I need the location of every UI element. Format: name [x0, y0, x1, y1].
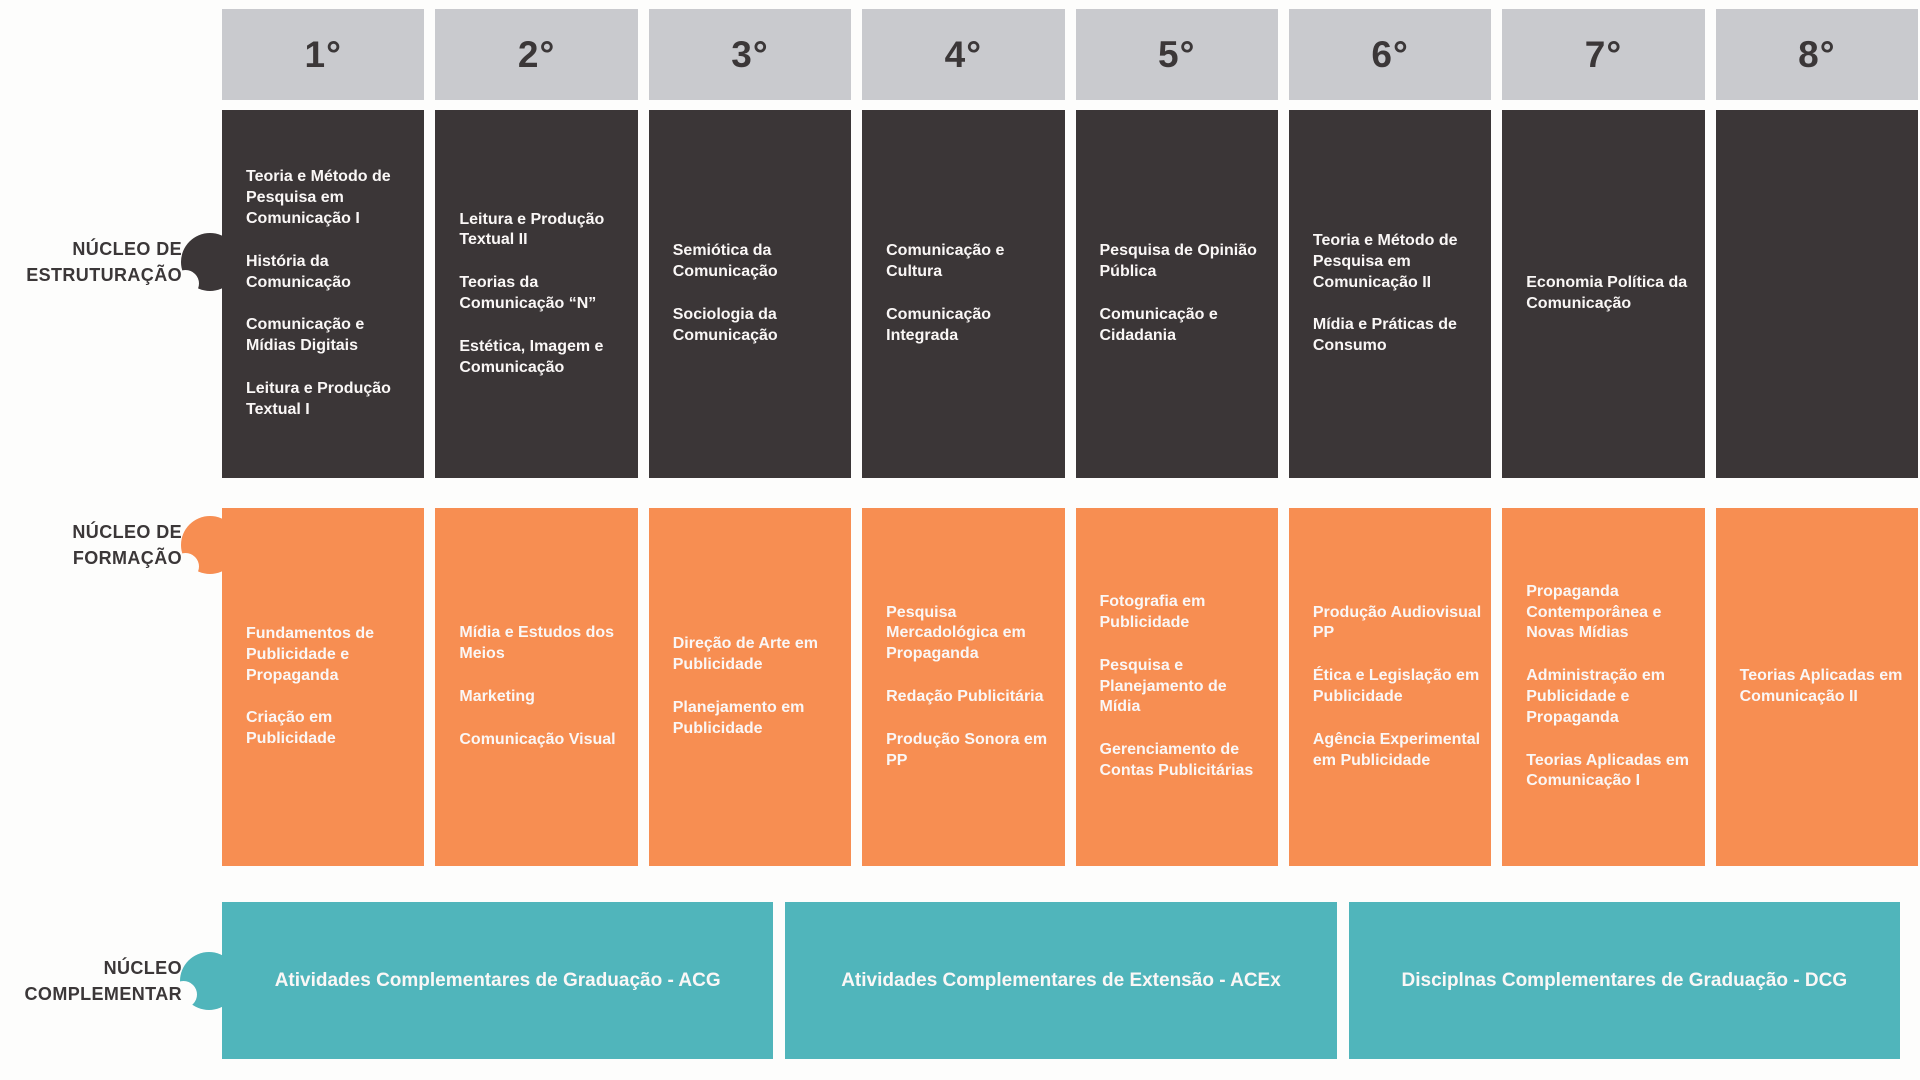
semester-header-2: 2°	[435, 9, 638, 100]
course-item: Fundamentos de Publicidade e Propaganda	[246, 625, 375, 684]
complementary-block-dcg: Disciplnas Complementares de Graduação -…	[1348, 902, 1900, 1059]
semester-header-8: 8°	[1715, 9, 1918, 100]
course-item: Produção Audiovisual PP	[1312, 603, 1482, 642]
formation-cell-3: Direção de Arte em Publicidade Planejame…	[648, 508, 852, 866]
structuring-cell-5: Pesquisa de Opinião Pública Comunicação …	[1075, 110, 1278, 478]
formation-cell-2: Mídia e Estudos dos Meios Marketing Comu…	[435, 508, 638, 866]
course-item: Pesquisa de Opinião Pública	[1099, 242, 1257, 281]
course-item: Comunicação Visual	[459, 730, 616, 748]
row-label-formation: NÚCLEO DE FORMAÇÃO	[0, 519, 182, 571]
puzzle-tab-notch	[172, 270, 199, 297]
course-item: Teorias Aplicadas em Comunicação I	[1526, 751, 1689, 790]
semester-header-3: 3°	[648, 9, 852, 100]
course-item: Comunicação Integrada	[886, 306, 992, 344]
course-item: Pesquisa e Planejamento de Mídia	[1099, 656, 1227, 716]
structuring-cell-4: Comunicação e Cultura Comunicação Integr…	[862, 110, 1065, 478]
course-item: Gerenciamento de Contas Publicitárias	[1099, 741, 1254, 779]
complementary-block-acg: Atividades Complementares de Graduação -…	[222, 902, 774, 1059]
course-item: Planejamento em Publicidade	[672, 699, 805, 737]
semester-header-row: 1° 2° 3° 4° 5° 6° 7° 8°	[222, 9, 1918, 100]
course-item: Administração em Publicidade e Propagand…	[1526, 667, 1665, 726]
course-item: Marketing	[459, 688, 535, 705]
course-item: Teorias Aplicadas em Comunicação II	[1739, 667, 1903, 705]
structuring-cell-1: Teoria e Método de Pesquisa em Comunicaç…	[222, 110, 425, 478]
row-label-complementary: NÚCLEO COMPLEMENTAR	[0, 955, 182, 1007]
row-label-line: ESTRUTURAÇÃO	[26, 265, 182, 285]
course-item: Propaganda Contemporânea e Novas Mídias	[1526, 582, 1662, 642]
row-label-structuring: NÚCLEO DE ESTRUTURAÇÃO	[0, 236, 182, 288]
course-item: Teoria e Método de Pesquisa em Comunicaç…	[246, 168, 391, 227]
course-item: Sociologia da Comunicação	[672, 306, 778, 344]
semester-header-6: 6°	[1288, 9, 1492, 100]
structuring-cell-8	[1715, 110, 1918, 478]
course-item: Leitura e Produção Textual I	[246, 379, 391, 418]
course-item: Comunicação e Mídias Digitais	[246, 316, 365, 355]
course-item: Semiótica da Comunicação	[672, 242, 778, 281]
course-item: Ética e Legislação em Publicidade	[1312, 667, 1480, 705]
structuring-row: Teoria e Método de Pesquisa em Comunicaç…	[222, 110, 1918, 478]
structuring-cell-3: Semiótica da Comunicação Sociologia da C…	[648, 110, 852, 478]
row-label-line: FORMAÇÃO	[72, 548, 182, 568]
course-item: Redação Publicitária	[886, 688, 1044, 705]
structuring-cell-7: Economia Política da Comunicação	[1502, 110, 1705, 478]
course-item: Produção Sonora em PP	[886, 730, 1048, 769]
row-label-line: NÚCLEO DE	[72, 239, 182, 259]
puzzle-tab-notch	[170, 981, 197, 1008]
course-item: Mídia e Práticas de Consumo	[1312, 316, 1457, 355]
formation-cell-1: Fundamentos de Publicidade e Propaganda …	[222, 508, 425, 866]
formation-cell-7: Propaganda Contemporânea e Novas Mídias …	[1502, 508, 1705, 866]
semester-header-5: 5°	[1075, 9, 1278, 100]
course-item: Pesquisa Mercadológica em Propaganda	[886, 603, 1026, 663]
course-item: Comunicação e Cultura	[886, 242, 1005, 281]
course-item: Comunicação e Cidadania	[1099, 306, 1218, 344]
course-item: Economia Política da Comunicação	[1526, 274, 1688, 312]
formation-cell-8: Teorias Aplicadas em Comunicação II	[1715, 508, 1918, 866]
complementary-block-acex: Atividades Complementares de Extensão - …	[785, 902, 1337, 1059]
course-item: História da Comunicação	[246, 252, 351, 291]
row-label-line: NÚCLEO DE	[72, 522, 182, 542]
complementary-row: Atividades Complementares de Graduação -…	[222, 902, 1900, 1059]
formation-cell-4: Pesquisa Mercadológica em Propaganda Red…	[862, 508, 1065, 866]
course-item: Criação em Publicidade	[246, 709, 336, 748]
puzzle-tab-notch	[172, 553, 199, 580]
course-item: Agência Experimental em Publicidade	[1312, 730, 1481, 769]
course-item: Mídia e Estudos dos Meios	[459, 624, 615, 663]
row-label-line: NÚCLEO	[103, 958, 182, 978]
course-item: Teoria e Método de Pesquisa em Comunicaç…	[1312, 232, 1458, 291]
semester-header-4: 4°	[862, 9, 1065, 100]
semester-header-7: 7°	[1502, 9, 1705, 100]
course-item: Teorias da Comunicação “N”	[459, 274, 597, 312]
row-label-line: COMPLEMENTAR	[24, 984, 182, 1004]
course-item: Estética, Imagem e Comunicação	[459, 337, 604, 376]
formation-row: Fundamentos de Publicidade e Propaganda …	[222, 508, 1918, 866]
formation-cell-5: Fotografia em Publicidade Pesquisa e Pla…	[1075, 508, 1278, 866]
formation-cell-6: Produção Audiovisual PP Ética e Legislaç…	[1288, 508, 1492, 866]
structuring-cell-6: Teoria e Método de Pesquisa em Comunicaç…	[1288, 110, 1492, 478]
course-item: Fotografia em Publicidade	[1099, 593, 1206, 631]
semester-header-1: 1°	[222, 9, 425, 100]
course-item: Direção de Arte em Publicidade	[672, 635, 818, 674]
structuring-cell-2: Leitura e Produção Textual II Teorias da…	[435, 110, 638, 478]
course-item: Leitura e Produção Textual II	[459, 210, 605, 249]
